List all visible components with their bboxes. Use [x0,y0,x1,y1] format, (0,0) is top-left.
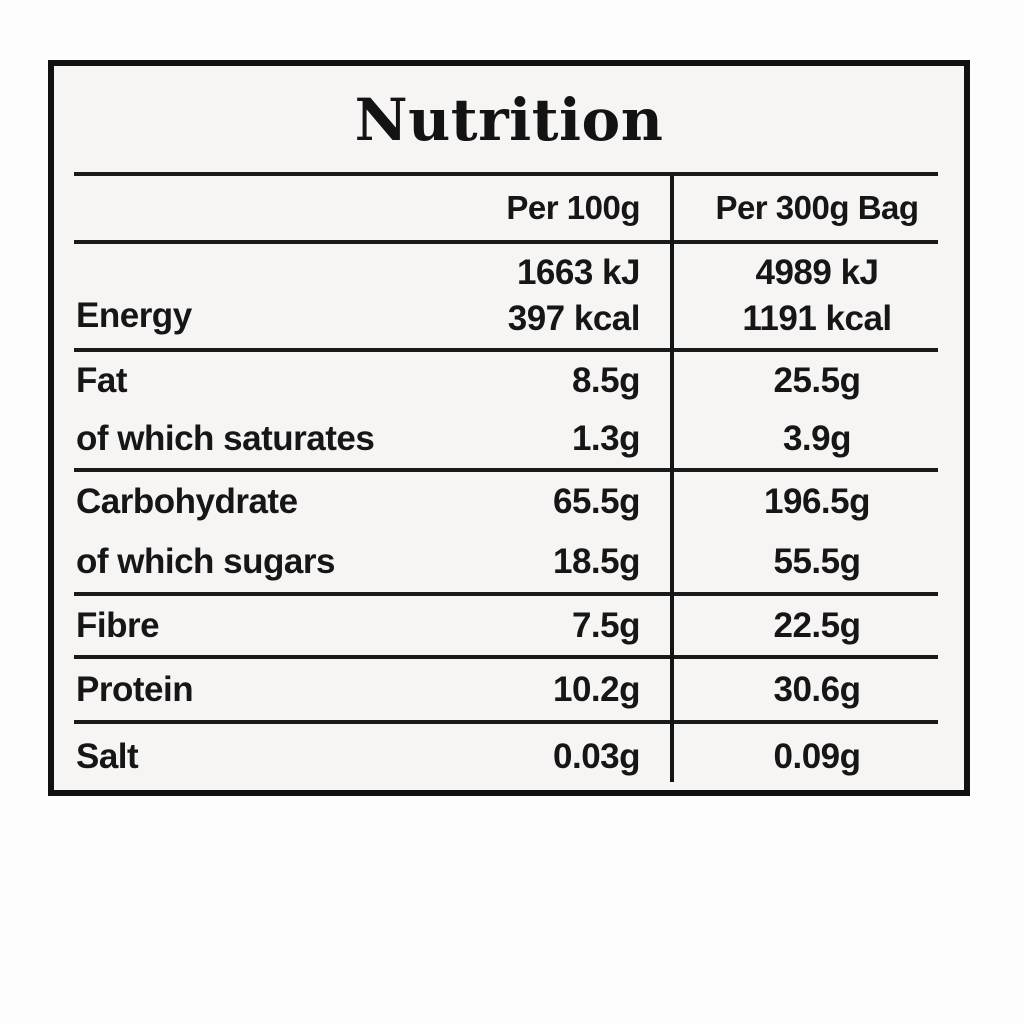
protein-row: Protein 10.2g 30.6g [54,659,964,720]
saturates-label: of which saturates [76,419,375,458]
saturates-per-300g: 3.9g [782,419,852,458]
column-header-per-100g: Per 100g [506,189,640,226]
nutrition-label: Nutrition Per 100g Per 300g Bag Energy 1… [48,60,970,796]
rule-below-header [74,240,938,244]
rule-below-energy [74,348,938,352]
sugars-per-300g: 55.5g [773,542,862,581]
carbohydrate-section: Carbohydrate 65.5g 196.5g of which sugar… [54,472,964,592]
salt-label: Salt [76,737,139,776]
sugars-label: of which sugars [76,542,335,581]
salt-row: Salt 0.03g 0.09g [54,724,964,790]
sugars-per-100g: 18.5g [553,542,641,581]
salt-per-300g: 0.09g [773,737,862,776]
sugars-row: of which sugars 18.5g 55.5g [54,534,964,590]
rule-below-title [74,172,938,176]
column-header-per-300g: Per 300g Bag [715,189,919,226]
fat-per-300g: 25.5g [773,361,862,400]
fibre-label: Fibre [76,605,160,645]
saturates-per-100g: 1.3g [571,419,641,458]
energy-label: Energy [76,296,192,335]
energy-values-per-300g: 4989 kJ 1191 kcal [670,244,964,348]
carbohydrate-row: Carbohydrate 65.5g 196.5g [54,474,964,530]
rule-below-fibre [74,655,938,659]
saturates-row: of which saturates 1.3g 3.9g [54,411,964,467]
rule-below-protein [74,720,938,724]
fibre-per-300g: 22.5g [773,605,862,645]
energy-kcal-per-300g: 1191 kcal [742,299,892,338]
fibre-row: Fibre 7.5g 22.5g [54,596,964,655]
energy-kj-per-300g: 4989 kJ [755,253,879,292]
rule-below-fat [74,468,938,472]
rule-below-carbohydrate [74,592,938,596]
fat-section: Fat 8.5g 25.5g of which saturates 1.3g 3… [54,352,964,468]
protein-label: Protein [76,669,194,709]
column-header-row: Per 100g Per 300g Bag [54,176,964,240]
carbohydrate-per-100g: 65.5g [553,482,641,521]
carbohydrate-per-300g: 196.5g [764,482,870,521]
fibre-per-100g: 7.5g [571,605,641,645]
title-area: Nutrition [54,66,964,172]
salt-per-100g: 0.03g [553,737,641,776]
column-divider-line [670,176,674,782]
protein-per-100g: 10.2g [553,669,641,709]
energy-kcal-per-100g: 397 kcal [507,299,641,338]
protein-per-300g: 30.6g [773,669,862,709]
label-title: Nutrition [354,86,664,154]
fat-label: Fat [76,361,128,400]
fat-row: Fat 8.5g 25.5g [54,353,964,409]
energy-values-per-100g: 1663 kJ 397 kcal [394,244,670,348]
energy-kj-per-100g: 1663 kJ [516,253,641,292]
carbohydrate-label: Carbohydrate [76,482,298,521]
energy-row: Energy 1663 kJ 397 kcal 4989 kJ 1191 kca… [54,244,964,348]
fat-per-100g: 8.5g [571,361,641,400]
